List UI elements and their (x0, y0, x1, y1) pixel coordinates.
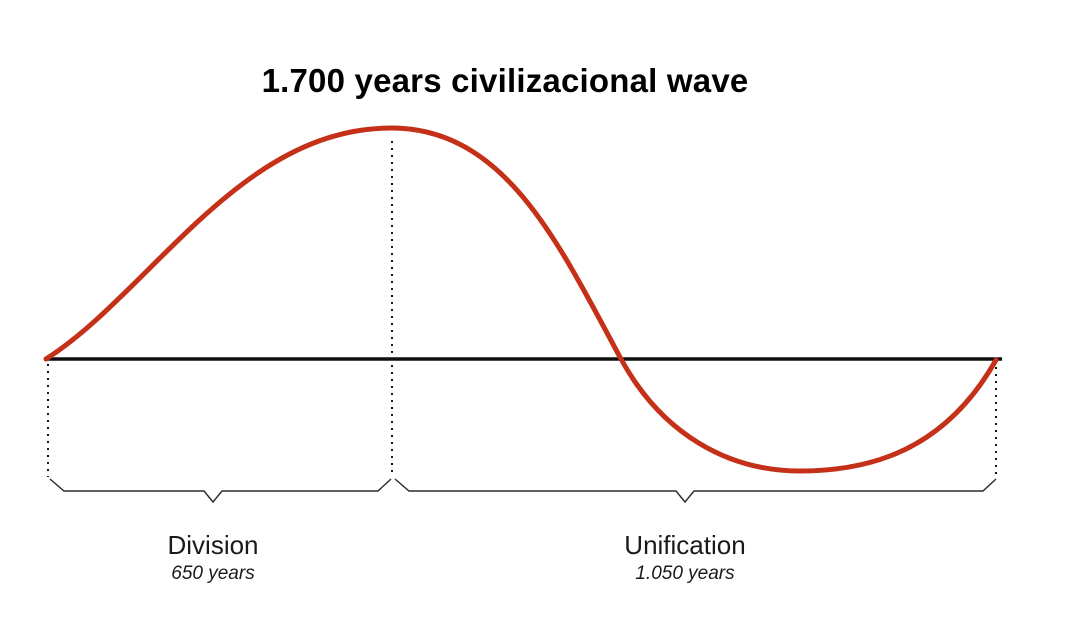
wave-curve (43, 125, 999, 474)
division-duration: 650 years (171, 563, 255, 584)
segment-unification: Unification 1.050 years (565, 530, 805, 585)
unification-duration: 1.050 years (635, 563, 735, 584)
page-title: 1.700 years civilizacional wave (261, 62, 749, 99)
segment-division: Division 650 years (93, 530, 333, 585)
unification-brace (394, 478, 997, 504)
unification-label: Unification (624, 530, 746, 560)
division-brace (49, 478, 392, 504)
division-label: Division (167, 530, 259, 560)
